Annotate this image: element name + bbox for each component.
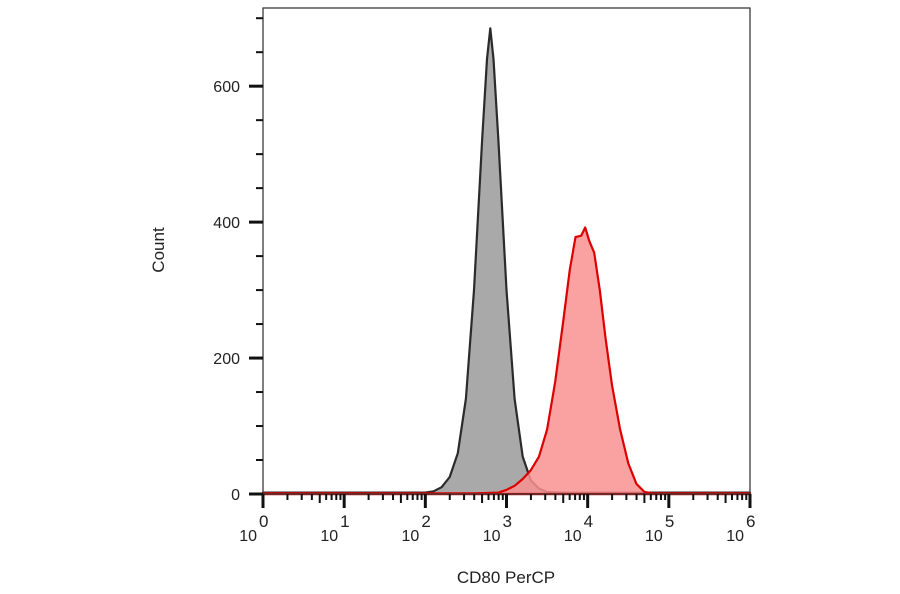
x-tick-base: 10 xyxy=(483,528,501,545)
x-tick-base: 10 xyxy=(239,528,257,545)
y-tick-label: 0 xyxy=(231,487,240,504)
series-layer xyxy=(261,27,752,496)
x-tick-base: 10 xyxy=(645,528,663,545)
x-tick-label: 101 xyxy=(320,512,349,545)
x-tick-label: 102 xyxy=(402,512,431,545)
x-tick-exponent: 4 xyxy=(584,512,593,531)
x-tick-base: 10 xyxy=(726,528,744,545)
x-tick-label: 105 xyxy=(645,512,674,545)
x-tick-label: 100 xyxy=(239,512,268,545)
x-tick-exponent: 0 xyxy=(259,512,268,531)
y-tick-label: 200 xyxy=(213,351,240,368)
y-axis-title: Count xyxy=(149,227,168,273)
x-tick-exponent: 1 xyxy=(340,512,349,531)
x-tick-exponent: 6 xyxy=(746,512,755,531)
x-tick-label: 103 xyxy=(483,512,512,545)
y-axis: 0 200 400 600 xyxy=(213,17,263,504)
x-tick-label: 104 xyxy=(564,512,593,545)
x-tick-exponent: 5 xyxy=(665,512,674,531)
x-tick-base: 10 xyxy=(402,528,420,545)
x-tick-base: 10 xyxy=(320,528,338,545)
histogram-series-1 xyxy=(261,226,752,496)
histogram-series-0 xyxy=(261,27,752,496)
x-tick-base: 10 xyxy=(564,528,582,545)
x-axis-title: CD80 PerCP xyxy=(457,568,555,587)
y-tick-label: 400 xyxy=(213,215,240,232)
y-tick-label: 600 xyxy=(213,79,240,96)
x-tick-exponent: 2 xyxy=(421,512,430,531)
x-tick-label: 106 xyxy=(726,512,755,545)
x-tick-exponent: 3 xyxy=(503,512,512,531)
